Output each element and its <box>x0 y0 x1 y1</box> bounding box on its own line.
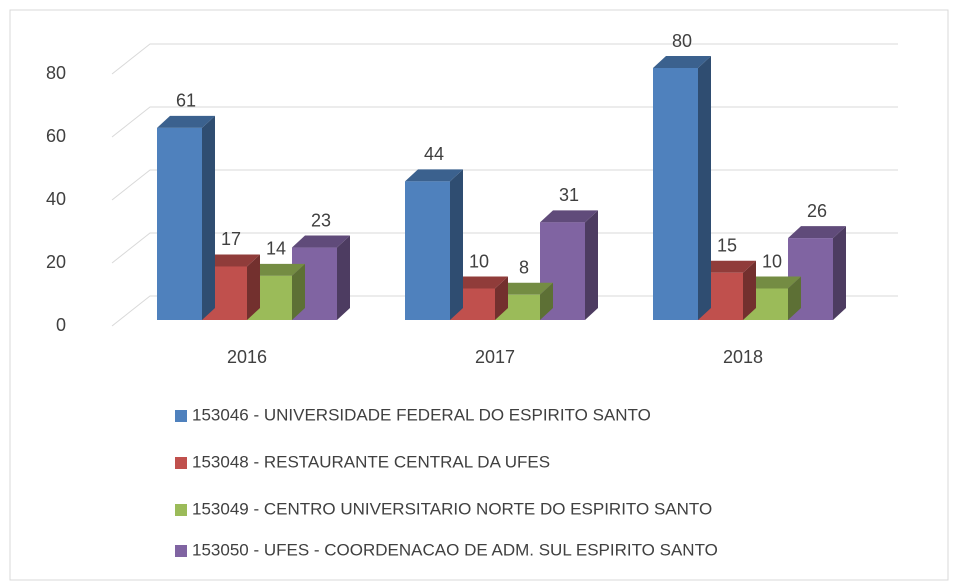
bar-top <box>247 263 305 276</box>
legend-label: 153049 - CENTRO UNIVERSITARIO NORTE DO E… <box>192 499 712 518</box>
bar-top <box>292 235 350 248</box>
y-tick-label: 80 <box>46 63 66 83</box>
legend-swatch <box>175 545 187 557</box>
bar-top <box>788 226 846 239</box>
data-label: 17 <box>221 229 241 249</box>
data-label: 80 <box>672 31 692 51</box>
bar-top <box>495 282 553 295</box>
grid-line <box>111 295 898 327</box>
bar-top <box>157 115 215 128</box>
data-label: 14 <box>266 239 286 259</box>
bar-side <box>495 276 508 320</box>
data-label: 61 <box>176 91 196 111</box>
grid-line <box>111 43 898 75</box>
bar-front <box>405 181 450 320</box>
bar-front <box>653 68 698 320</box>
grid-line <box>111 106 898 138</box>
bar-top <box>698 260 756 273</box>
grid-line <box>111 169 898 201</box>
legend-swatch <box>175 410 187 422</box>
x-tick-label: 2018 <box>723 347 763 367</box>
legend-label: 153050 - UFES - COORDENACAO DE ADM. SUL … <box>192 540 718 559</box>
bar-side <box>450 169 463 320</box>
x-tick-label: 2016 <box>227 347 267 367</box>
legend-label: 153046 - UNIVERSIDADE FEDERAL DO ESPIRIT… <box>192 405 651 424</box>
legend-swatch <box>175 457 187 469</box>
bar-side <box>540 282 553 320</box>
bar-side <box>698 56 711 320</box>
data-label: 10 <box>762 251 782 271</box>
grid-line <box>111 232 898 264</box>
bar-front <box>157 127 202 320</box>
bar-side <box>833 226 846 320</box>
bar <box>540 210 598 320</box>
data-label: 23 <box>311 210 331 230</box>
bar-side <box>202 115 215 320</box>
bar-side <box>292 263 305 320</box>
y-tick-label: 40 <box>46 189 66 209</box>
y-tick-label: 0 <box>56 315 66 335</box>
bar-side <box>788 276 801 320</box>
legend-label: 153048 - RESTAURANTE CENTRAL DA UFES <box>192 452 550 471</box>
bar <box>405 169 463 320</box>
bar-side <box>247 254 260 320</box>
bar-top <box>653 56 711 68</box>
bar-top <box>405 169 463 182</box>
legend-swatch <box>175 504 187 516</box>
y-tick-label: 60 <box>46 126 66 146</box>
bar-side <box>585 210 598 320</box>
bar-top <box>202 254 260 267</box>
bar-top <box>450 276 508 289</box>
data-label: 31 <box>559 185 579 205</box>
data-label: 44 <box>424 144 444 164</box>
data-label: 8 <box>519 258 529 278</box>
data-label: 26 <box>807 201 827 221</box>
bar <box>247 263 305 320</box>
bar-top <box>743 276 801 289</box>
bar <box>157 115 215 320</box>
data-label: 15 <box>717 236 737 256</box>
bar-top <box>540 210 598 223</box>
x-tick-label: 2017 <box>475 347 515 367</box>
data-label: 10 <box>469 251 489 271</box>
bar <box>653 56 711 320</box>
bar-side <box>337 235 350 320</box>
y-tick-label: 20 <box>46 252 66 272</box>
bar-side <box>743 260 756 320</box>
